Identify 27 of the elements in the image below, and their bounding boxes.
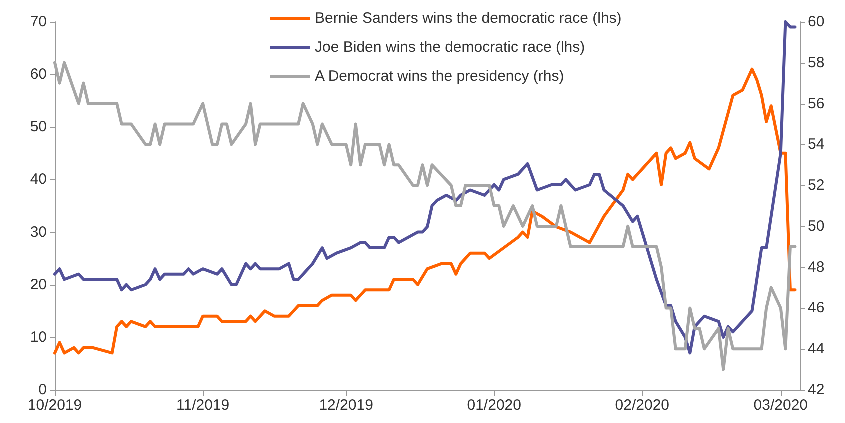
- y2-tick-label: 52: [808, 177, 825, 194]
- x-tick-label: 02/2020: [615, 397, 670, 414]
- y-tick-label: 40: [30, 171, 47, 188]
- y2-tick-label: 54: [808, 136, 825, 154]
- y2-tick-label: 60: [808, 14, 825, 30]
- y2-tick-label: 56: [808, 95, 825, 112]
- y-tick-label: 70: [30, 14, 47, 30]
- y2-tick-label: 50: [808, 218, 825, 235]
- x-tick-label: 01/2020: [467, 397, 522, 414]
- x-tick-label: 03/2020: [754, 397, 808, 414]
- x-tick-label: 11/2019: [176, 397, 230, 414]
- legend-label: A Democrat wins the presidency (rhs): [315, 68, 564, 85]
- legend-label: Joe Biden wins the democratic race (lhs): [315, 39, 586, 56]
- y2-tick-label: 46: [808, 300, 825, 317]
- y2-tick-label: 44: [808, 340, 825, 358]
- y-tick-label: 30: [30, 224, 47, 241]
- x-tick-label: 12/2019: [319, 397, 374, 414]
- y2-tick-label: 42: [808, 382, 825, 398]
- y2-tick-label: 58: [808, 54, 825, 72]
- y2-tick-label: 48: [808, 258, 825, 276]
- y-tick-label: 10: [30, 328, 47, 346]
- y-tick-label: 60: [30, 66, 47, 84]
- y-tick-label: 20: [30, 276, 47, 294]
- y-tick-label: 50: [30, 118, 47, 136]
- x-tick-label: 10/2019: [28, 397, 82, 414]
- y-tick-label: 0: [38, 382, 47, 398]
- legend-label: Bernie Sanders wins the democratic race (lhs): [315, 10, 622, 27]
